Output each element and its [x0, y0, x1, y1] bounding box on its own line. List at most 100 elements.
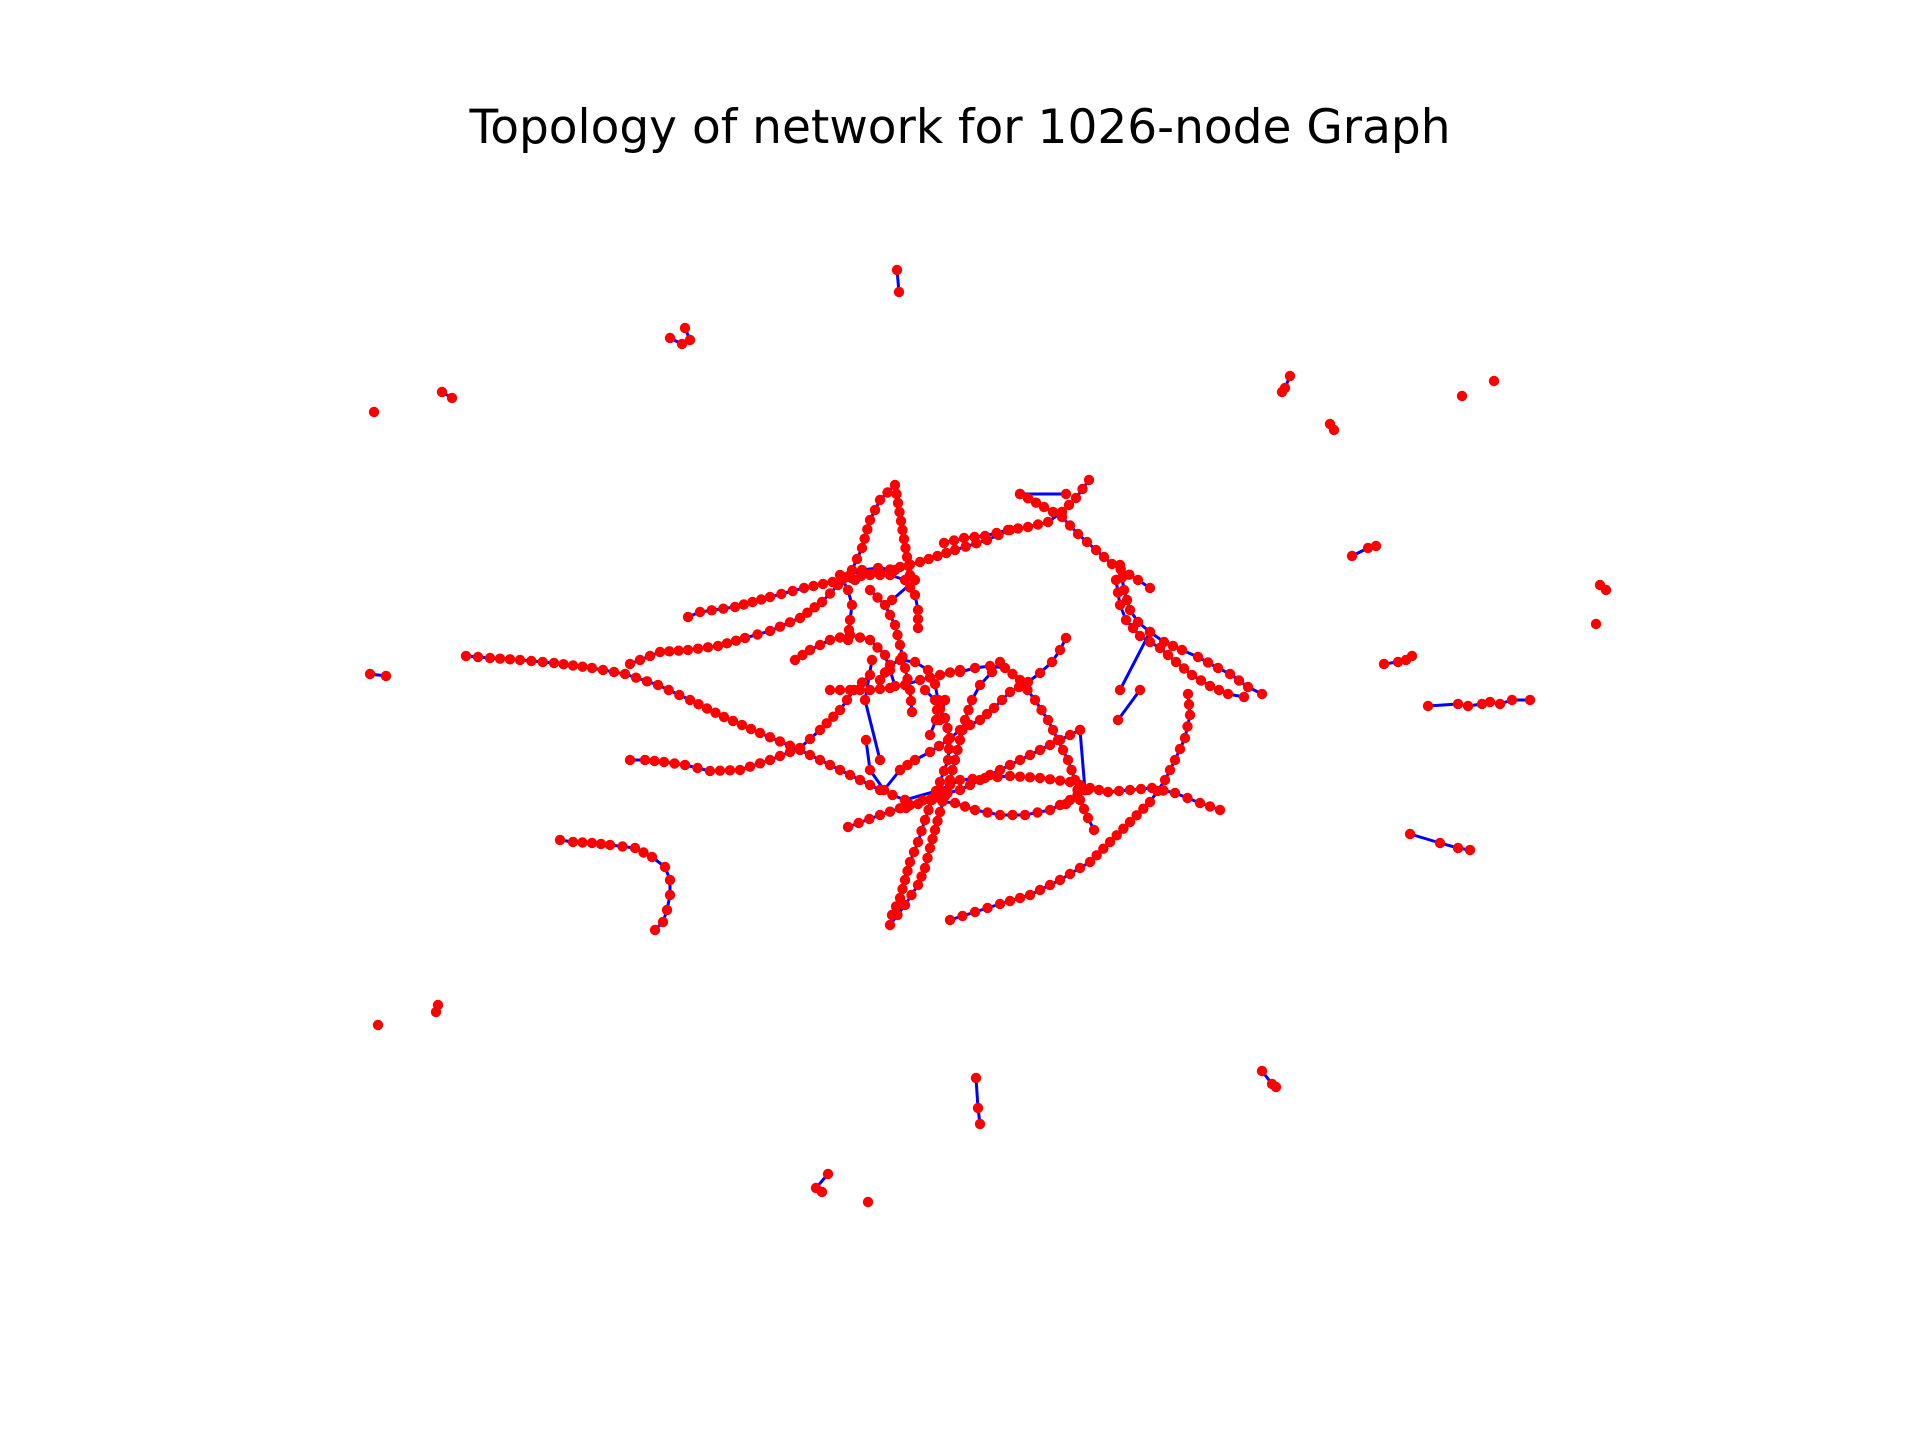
- graph-node: [1124, 816, 1136, 828]
- graph-node: [682, 644, 694, 656]
- graph-node: [854, 774, 866, 786]
- graph-node: [874, 683, 886, 695]
- graph-node: [1034, 884, 1046, 896]
- graph-node: [824, 684, 836, 696]
- graph-node: [842, 821, 854, 833]
- graph-node: [1004, 524, 1016, 536]
- graph-node: [982, 807, 993, 818]
- graph-node: [834, 684, 846, 696]
- graph-node: [895, 515, 907, 527]
- graph-node: [1088, 824, 1100, 836]
- graph-node: [1044, 804, 1056, 816]
- graph-node: [1007, 809, 1018, 821]
- graph-node: [619, 668, 631, 680]
- graph-node: [1144, 582, 1156, 594]
- graph-node: [859, 533, 870, 544]
- graph-node: [1022, 676, 1034, 688]
- graph-node: [908, 846, 920, 858]
- graph-node: [890, 901, 902, 912]
- graph-node: [754, 727, 766, 739]
- graph-node: [931, 704, 943, 716]
- graph-node: [1167, 640, 1179, 652]
- graph-node: [1098, 843, 1109, 854]
- graph-node: [1064, 520, 1076, 531]
- graph-node: [1014, 488, 1026, 500]
- graph-node: [971, 538, 982, 549]
- graph-node: [943, 743, 955, 755]
- graph-node: [894, 506, 905, 518]
- graph-node: [679, 322, 691, 334]
- graph-node: [1178, 663, 1190, 674]
- graph-node: [854, 684, 866, 696]
- edges-layer: [369, 269, 1607, 1194]
- graph-node: [1054, 874, 1066, 886]
- graph-node: [1213, 684, 1225, 696]
- graph-node: [899, 874, 911, 886]
- graph-node: [824, 759, 836, 771]
- graph-title: Topology of network for 1026-node Graph: [469, 100, 1451, 155]
- graph-node: [380, 670, 392, 682]
- graph-node: [1024, 889, 1036, 901]
- graph-node: [1214, 804, 1226, 816]
- graph-node: [1127, 622, 1139, 634]
- graph-node: [817, 578, 829, 590]
- graph-node: [919, 684, 931, 696]
- graph-node: [1081, 536, 1093, 548]
- graph-node: [1064, 868, 1076, 880]
- graph-node: [884, 664, 896, 676]
- graph-node: [684, 694, 696, 706]
- graph-node: [942, 722, 953, 734]
- graph-node: [1392, 656, 1404, 668]
- graph-node: [874, 494, 886, 506]
- graph-node: [894, 764, 906, 776]
- graph-node: [903, 560, 914, 572]
- graph-node: [902, 865, 913, 877]
- graph-node: [693, 699, 704, 710]
- graph-node: [1144, 796, 1156, 808]
- graph-node: [872, 562, 884, 574]
- graph-node: [964, 719, 976, 731]
- graph-node: [954, 724, 966, 736]
- graph-node: [972, 1102, 984, 1114]
- graph-node: [884, 609, 896, 621]
- graph-node: [595, 838, 607, 850]
- graph-node: [1120, 614, 1132, 626]
- graph-node: [869, 504, 881, 516]
- graph-node: [484, 652, 496, 664]
- graph-node: [853, 817, 864, 829]
- graph-node: [982, 902, 993, 914]
- graph-node: [1242, 681, 1254, 693]
- graph-node: [874, 754, 886, 766]
- graph-node: [1224, 668, 1236, 680]
- graph-node: [794, 612, 806, 624]
- graph-node: [1464, 844, 1476, 856]
- graph-node: [944, 779, 956, 791]
- graph-node: [1072, 784, 1083, 796]
- graph-node: [938, 537, 950, 549]
- graph-node: [1014, 892, 1026, 904]
- graph-node: [841, 694, 853, 706]
- graph-node: [1034, 744, 1046, 756]
- graph-node: [899, 662, 911, 674]
- graph-node: [844, 769, 856, 781]
- graph-node: [942, 754, 954, 766]
- graph-node: [1422, 700, 1434, 712]
- graph-node: [774, 736, 786, 747]
- graph-node: [701, 703, 713, 714]
- graph-node: [912, 798, 924, 810]
- graph-node: [894, 639, 906, 651]
- graph-node: [891, 264, 903, 276]
- graph-node: [1029, 694, 1041, 706]
- graph-node: [1476, 698, 1488, 710]
- graph-node: [949, 544, 961, 556]
- graph-node: [834, 632, 846, 643]
- graph-node: [1346, 550, 1358, 562]
- graph-node: [1046, 656, 1058, 668]
- graph-node: [664, 889, 676, 901]
- graph-node: [764, 625, 776, 637]
- graph-node: [954, 664, 966, 676]
- graph-node: [864, 634, 876, 646]
- graph-node: [933, 740, 945, 752]
- graph-node: [1159, 774, 1171, 786]
- graph-node: [1135, 783, 1147, 795]
